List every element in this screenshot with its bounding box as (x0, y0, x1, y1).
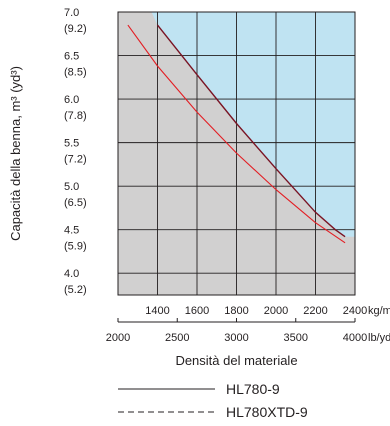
x-tick-label: 2000 (264, 305, 288, 317)
x-tick-label-secondary: 2000 (106, 332, 130, 344)
plot-frame (117, 11, 356, 296)
y-tick-label: 5.5 (64, 138, 79, 150)
upper-capacity-region (151, 12, 355, 237)
y-tick-label: 7.0 (64, 7, 79, 19)
legend-label: HL780XTD-9 (226, 404, 308, 420)
y-tick-label-secondary: (8.5) (64, 67, 87, 79)
y-tick-label-secondary: (7.2) (64, 154, 87, 166)
y-axis-title: Capacità della benna, m³ (yd³) (8, 66, 23, 241)
y-tick-label-secondary: (7.8) (64, 110, 87, 122)
x-axis-title: Densità del materiale (175, 353, 297, 368)
x-tick-label: 1600 (185, 305, 209, 317)
y-tick-label: 5.0 (64, 181, 79, 193)
x-tick-label: 1800 (224, 305, 248, 317)
x-tick-label-secondary: 3500 (284, 332, 308, 344)
grid-lines (118, 12, 355, 295)
x-tick-label-secondary: 2500 (165, 332, 189, 344)
x-tick-label-secondary: 4000 (343, 332, 367, 344)
legend-label: HL780-9 (226, 381, 280, 397)
legend: HL780-9 HL780XTD-9 (118, 381, 308, 420)
x-unit-label-primary: kg/m³ (368, 305, 390, 317)
y-tick-label: 6.5 (64, 51, 79, 63)
y-tick-label: 4.0 (64, 268, 79, 280)
y-tick-labels: 7.0 (9.2) 6.5 (8.5) 6.0 (7.8) 5.5 (7.2) 5.0 (6.5)… (64, 7, 87, 296)
y-tick-label-secondary: (5.9) (64, 241, 87, 253)
y-tick-label: 6.0 (64, 94, 79, 106)
x-unit-label-secondary: lb/yd³ (368, 332, 390, 344)
secondary-x-axis: 2000 2500 3000 3500 4000 (106, 318, 367, 344)
y-tick-label-secondary: (9.2) (64, 23, 87, 35)
y-tick-label-secondary: (6.5) (64, 197, 87, 209)
y-tick-label-secondary: (5.2) (64, 284, 87, 296)
series-line-dark (156, 24, 346, 238)
x-tick-label: 2200 (303, 305, 327, 317)
x-tick-label: 2400 (343, 305, 367, 317)
y-tick-label: 4.5 (64, 225, 79, 237)
x-tick-label-secondary: 3000 (224, 332, 248, 344)
series-line-red (127, 24, 346, 244)
x-tick-labels: 1400 1600 1800 2000 2200 2400 (145, 305, 367, 317)
x-tick-label: 1400 (145, 305, 169, 317)
